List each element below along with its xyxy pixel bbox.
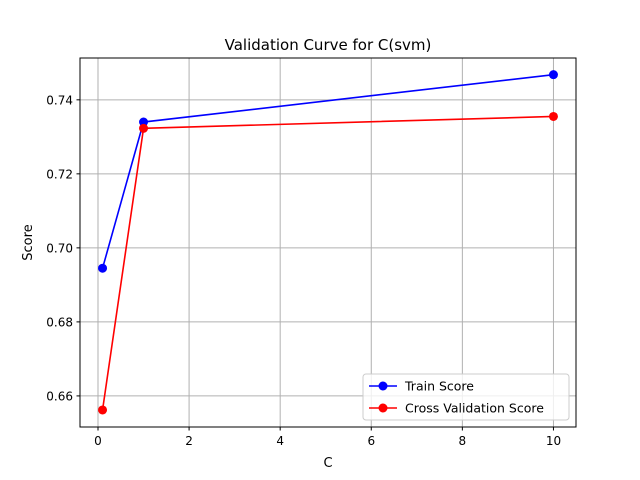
legend-label-cross-validation-score: Cross Validation Score: [405, 401, 544, 416]
legend-box: [362, 373, 570, 421]
legend-label-train-score: Train Score: [404, 379, 474, 394]
data-point-cross-validation-score: [98, 405, 108, 415]
x-tick-label: 2: [185, 434, 193, 448]
y-tick-label: 0.68: [46, 315, 73, 329]
y-tick-label: 0.70: [46, 241, 73, 255]
axes-frame: [79, 57, 577, 428]
data-point-train-score: [548, 70, 558, 80]
y-axis-label: Score: [21, 224, 36, 260]
x-tick-label: 6: [367, 434, 375, 448]
data-point-cross-validation-score: [139, 123, 149, 133]
legend-marker-train-score: [378, 381, 388, 391]
x-tick-label: 8: [459, 434, 467, 448]
x-axis-label: C: [323, 456, 332, 471]
x-tick-label: 10: [546, 434, 561, 448]
data-point-train-score: [98, 263, 108, 273]
grid-lines: [80, 58, 576, 427]
y-tick-label: 0.66: [46, 389, 73, 403]
y-tick-label: 0.74: [46, 93, 73, 107]
legend: Train Score Cross Validation Score: [362, 373, 570, 421]
data-point-cross-validation-score: [548, 111, 558, 121]
legend-marker-cross-validation-score: [378, 403, 388, 413]
x-tick-label: 4: [276, 434, 284, 448]
plot-series: [98, 70, 558, 415]
chart-title: Validation Curve for C(svm): [225, 36, 432, 54]
y-tick-label: 0.72: [46, 167, 73, 181]
data-point-train-score: [139, 117, 149, 127]
x-tick-label: 0: [94, 434, 102, 448]
axis-ticks: 0 2 4 6 8 10 0.66 0.68 0.70 0.72 0.74: [46, 93, 561, 448]
